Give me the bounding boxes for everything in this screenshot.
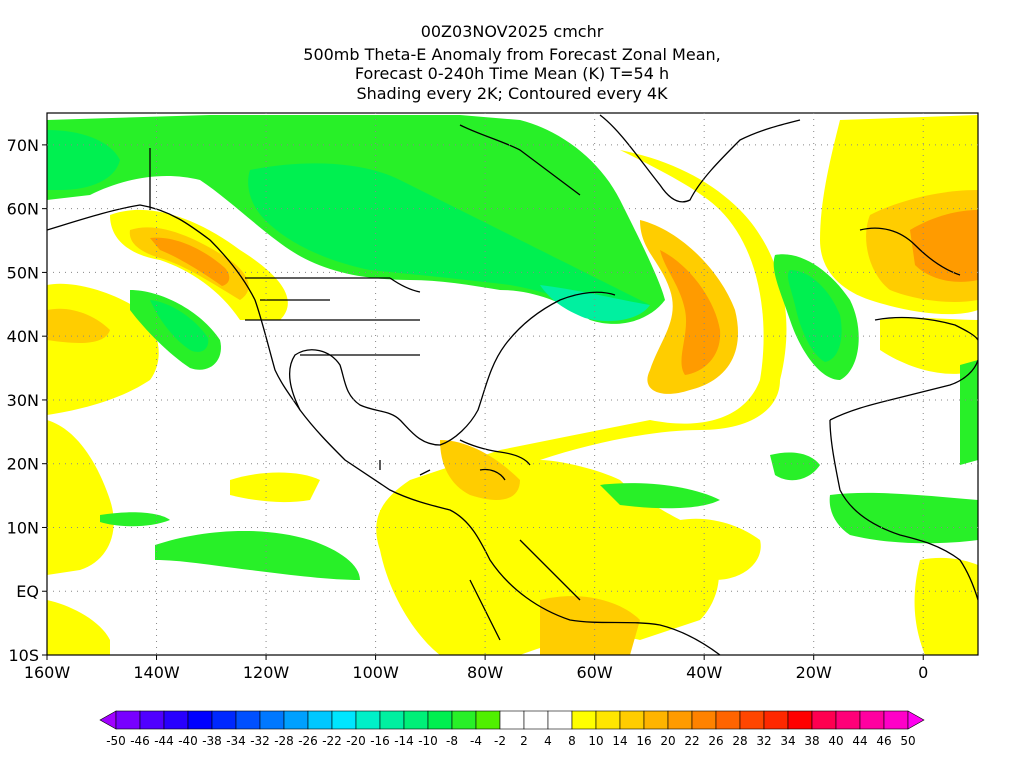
colorbar-left-arrow	[99, 710, 117, 730]
shading-layer	[47, 113, 978, 655]
lon-tick-label: 0	[918, 663, 928, 682]
colorbar-cell	[859, 710, 885, 730]
colorbar-label: -32	[250, 734, 270, 748]
colorbar-cell	[691, 710, 717, 730]
colorbar-cell	[235, 710, 261, 730]
colorbar-label: -22	[322, 734, 342, 748]
colorbar-cell	[547, 710, 573, 730]
colorbar-right-arrow	[907, 710, 925, 730]
lon-tick-label: 20W	[796, 663, 832, 682]
lat-tick-label: 10N	[7, 518, 39, 537]
colorbar-cell	[403, 710, 429, 730]
colorbar-cell	[163, 710, 189, 730]
colorbar-label: -8	[446, 734, 458, 748]
title-line-1: 00Z03NOV2025 cmchr	[420, 22, 604, 41]
lat-tick-label: 40N	[7, 327, 39, 346]
lon-tick-label: 140W	[133, 663, 180, 682]
colorbar-label: 32	[756, 734, 771, 748]
colorbar-label: -34	[226, 734, 246, 748]
colorbar-label: -50	[106, 734, 126, 748]
colorbar-label: 44	[852, 734, 867, 748]
colorbar-label: 22	[684, 734, 699, 748]
colorbar-label: 10	[588, 734, 603, 748]
colorbar-label: -2	[494, 734, 506, 748]
colorbar-cell	[187, 710, 213, 730]
colorbar-label: -16	[370, 734, 390, 748]
lon-tick-label: 100W	[352, 663, 399, 682]
colorbar-label: 38	[804, 734, 819, 748]
lat-tick-label: 20N	[7, 455, 39, 474]
colorbar-cell	[139, 710, 165, 730]
colorbar-cell	[595, 710, 621, 730]
lat-axis: 70N 60N 50N 40N 30N 20N 10N EQ 10S	[7, 136, 47, 665]
lon-tick-label: 40W	[686, 663, 722, 682]
colorbar-cell	[619, 710, 645, 730]
colorbar-label: -4	[470, 734, 482, 748]
colorbar-label: -26	[298, 734, 318, 748]
lon-tick-label: 160W	[24, 663, 71, 682]
colorbar-cell	[739, 710, 765, 730]
colorbar-label: -10	[418, 734, 438, 748]
colorbar: -50 -46 -44 -40 -38 -34 -32 -28 -26 -22 -20 -16 -14-…	[99, 710, 925, 748]
colorbar-label: -46	[130, 734, 150, 748]
colorbar-cell	[307, 710, 333, 730]
colorbar-label: -20	[346, 734, 366, 748]
colorbar-label: -38	[202, 734, 222, 748]
colorbar-cell	[715, 710, 741, 730]
colorbar-label: 46	[876, 734, 891, 748]
colorbar-cell	[667, 710, 693, 730]
lon-tick-label: 60W	[577, 663, 613, 682]
colorbar-cell	[475, 710, 501, 730]
colorbar-label: 4	[544, 734, 552, 748]
colorbar-cell	[499, 710, 525, 730]
colorbar-cell	[643, 710, 669, 730]
colorbar-cell	[451, 710, 477, 730]
colorbar-cell	[883, 710, 909, 730]
colorbar-cell	[571, 710, 597, 730]
coastline-layer	[47, 114, 978, 655]
colorbar-label: -44	[154, 734, 174, 748]
colorbar-label: 28	[732, 734, 747, 748]
colorbar-cell	[331, 710, 357, 730]
colorbar-cell	[427, 710, 453, 730]
colorbar-cell	[283, 710, 309, 730]
colorbar-label: 50	[900, 734, 915, 748]
colorbar-cell	[811, 710, 837, 730]
lat-tick-label: 30N	[7, 391, 39, 410]
colorbar-label: 34	[780, 734, 795, 748]
lon-tick-label: 80W	[467, 663, 503, 682]
colorbar-label: 8	[568, 734, 576, 748]
colorbar-cell	[115, 710, 141, 730]
colorbar-label: 20	[660, 734, 675, 748]
lat-tick-label: 10S	[8, 646, 39, 665]
lon-axis: 160W 140W 120W 100W 80W 60W 40W 20W 0	[24, 655, 928, 682]
colorbar-label: 2	[520, 734, 528, 748]
grid-layer	[47, 113, 978, 655]
lat-tick-label: 60N	[7, 200, 39, 219]
colorbar-cell	[787, 710, 813, 730]
lat-tick-label: EQ	[16, 582, 39, 601]
colorbar-label: 40	[828, 734, 843, 748]
title-line-2: 500mb Theta-E Anomaly from Forecast Zona…	[303, 45, 721, 64]
colorbar-cell	[523, 710, 549, 730]
colorbar-cell	[379, 710, 405, 730]
lat-tick-label: 50N	[7, 263, 39, 282]
colorbar-label: 26	[708, 734, 723, 748]
colorbar-label: 16	[636, 734, 651, 748]
title-line-4: Shading every 2K; Contoured every 4K	[356, 84, 668, 103]
map-border	[46, 112, 979, 656]
colorbar-label: -14	[394, 734, 414, 748]
colorbar-label: -40	[178, 734, 198, 748]
lat-tick-label: 70N	[7, 136, 39, 155]
colorbar-cell	[835, 710, 861, 730]
colorbar-label: -28	[274, 734, 294, 748]
colorbar-cell	[355, 710, 381, 730]
colorbar-label: 14	[612, 734, 627, 748]
colorbar-cell	[211, 710, 237, 730]
colorbar-cell	[763, 710, 789, 730]
title-line-3: Forecast 0-240h Time Mean (K) T=54 h	[354, 64, 670, 83]
colorbar-cell	[259, 710, 285, 730]
lon-tick-label: 120W	[243, 663, 290, 682]
